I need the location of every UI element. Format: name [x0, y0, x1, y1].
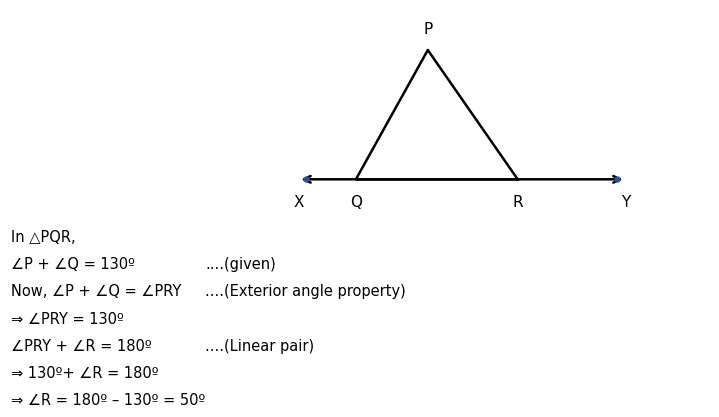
- Text: ∠P + ∠Q = 130º: ∠P + ∠Q = 130º: [11, 257, 134, 272]
- Text: ∠PRY + ∠R = 180º: ∠PRY + ∠R = 180º: [11, 339, 152, 354]
- Text: In △PQR,: In △PQR,: [11, 230, 75, 245]
- Text: ....(Exterior angle property): ....(Exterior angle property): [205, 284, 406, 299]
- Text: ....(Linear pair): ....(Linear pair): [205, 339, 314, 354]
- Text: P: P: [423, 22, 432, 37]
- Text: Q: Q: [350, 195, 362, 210]
- Text: ⇒ ∠R = 180º – 130º = 50º: ⇒ ∠R = 180º – 130º = 50º: [11, 393, 205, 408]
- Text: ⇒ ∠PRY = 130º: ⇒ ∠PRY = 130º: [11, 311, 124, 327]
- Text: ⇒ 130º+ ∠R = 180º: ⇒ 130º+ ∠R = 180º: [11, 366, 158, 381]
- Text: X: X: [293, 195, 303, 210]
- Text: Now, ∠P + ∠Q = ∠PRY: Now, ∠P + ∠Q = ∠PRY: [11, 284, 181, 299]
- Text: ....(given): ....(given): [205, 257, 275, 272]
- Text: Y: Y: [621, 195, 630, 210]
- Text: R: R: [513, 195, 523, 210]
